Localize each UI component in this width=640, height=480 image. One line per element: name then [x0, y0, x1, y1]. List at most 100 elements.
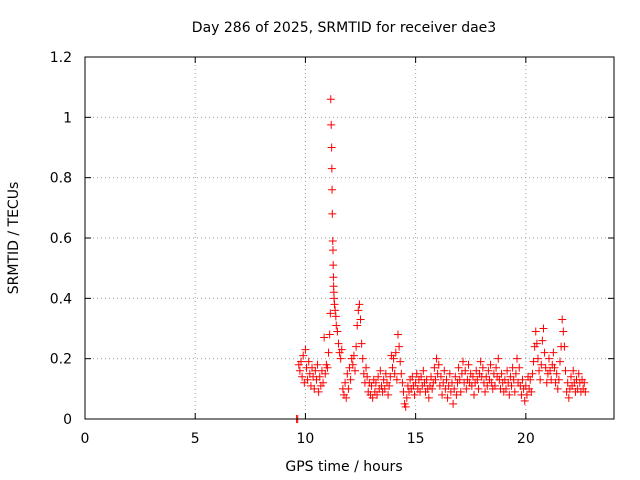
data-point	[358, 354, 367, 363]
y-tick-label: 0	[63, 412, 72, 428]
data-point	[451, 372, 460, 381]
data-point	[454, 363, 463, 372]
data-point	[367, 381, 376, 390]
data-point	[541, 363, 550, 372]
data-point	[353, 321, 362, 330]
data-point	[539, 324, 548, 333]
data-point	[349, 351, 358, 360]
data-point	[380, 384, 389, 393]
data-point	[320, 333, 329, 342]
data-point	[331, 312, 340, 321]
data-point	[391, 348, 400, 357]
data-point	[313, 360, 322, 369]
data-point	[474, 384, 483, 393]
y-tick-label: 0.4	[50, 291, 72, 307]
data-point	[395, 342, 404, 351]
data-point	[314, 387, 323, 396]
data-point	[438, 390, 447, 399]
data-point	[528, 369, 537, 378]
data-point	[515, 363, 524, 372]
data-point	[402, 393, 411, 402]
data-point	[384, 390, 393, 399]
data-point	[552, 369, 561, 378]
data-point	[533, 354, 542, 363]
data-point	[419, 366, 428, 375]
data-point	[424, 393, 433, 402]
data-point	[462, 384, 471, 393]
data-point	[363, 372, 372, 381]
data-point	[473, 375, 482, 384]
x-axis-label: GPS time / hours	[285, 459, 402, 475]
data-point	[330, 300, 339, 309]
data-point	[554, 375, 563, 384]
data-point	[326, 95, 335, 104]
data-point	[337, 345, 346, 354]
data-point	[507, 381, 516, 390]
x-tick-label: 20	[517, 431, 535, 447]
data-point	[336, 354, 345, 363]
data-point	[371, 378, 380, 387]
data-point	[436, 372, 445, 381]
data-point	[549, 348, 558, 357]
data-point	[430, 363, 439, 372]
data-point	[368, 393, 377, 402]
data-point	[431, 375, 440, 384]
data-point	[354, 306, 363, 315]
data-point	[374, 372, 383, 381]
data-point	[478, 363, 487, 372]
data-point	[326, 309, 335, 318]
data-point	[397, 369, 406, 378]
data-point	[321, 369, 330, 378]
data-point	[327, 120, 336, 129]
data-point	[327, 164, 336, 173]
data-point	[569, 366, 578, 375]
data-point	[456, 387, 465, 396]
data-point	[393, 330, 402, 339]
x-tick-label: 0	[81, 431, 90, 447]
data-point	[501, 384, 510, 393]
data-point	[315, 372, 324, 381]
data-point	[509, 375, 518, 384]
data-point	[343, 369, 352, 378]
data-point	[561, 366, 570, 375]
data-point	[550, 363, 559, 372]
data-point	[544, 354, 553, 363]
data-point	[328, 209, 337, 218]
data-point	[567, 372, 576, 381]
data-point	[356, 315, 365, 324]
data-point	[432, 354, 441, 363]
data-point	[555, 357, 564, 366]
y-tick-labels: 0 0.2 0.4 0.6 0.8 1 1.2	[50, 50, 72, 428]
data-point	[535, 366, 544, 375]
data-point	[348, 360, 357, 369]
data-point	[362, 363, 371, 372]
data-point	[481, 387, 490, 396]
data-point	[497, 369, 506, 378]
data-point	[329, 261, 338, 270]
data-point	[522, 390, 531, 399]
data-point	[468, 372, 477, 381]
data-point	[526, 375, 535, 384]
data-point	[324, 348, 333, 357]
data-point	[510, 387, 519, 396]
data-point	[428, 384, 437, 393]
data-point	[342, 393, 351, 402]
data-point	[351, 366, 360, 375]
data-point	[332, 321, 341, 330]
data-point	[574, 369, 583, 378]
data-point	[398, 378, 407, 387]
y-tick-label: 1	[63, 110, 72, 126]
data-point	[341, 378, 350, 387]
data-point	[464, 360, 473, 369]
data-point	[560, 342, 569, 351]
data-point	[455, 375, 464, 384]
data-point	[536, 375, 545, 384]
data-points	[292, 95, 590, 423]
data-point	[513, 354, 522, 363]
data-point	[417, 372, 426, 381]
x-tick-labels: 0 5 10 15 20	[81, 431, 535, 447]
y-axis-label: SRMTID / TECUs	[6, 182, 22, 295]
data-point	[323, 363, 332, 372]
data-point	[484, 366, 493, 375]
data-point	[310, 384, 319, 393]
